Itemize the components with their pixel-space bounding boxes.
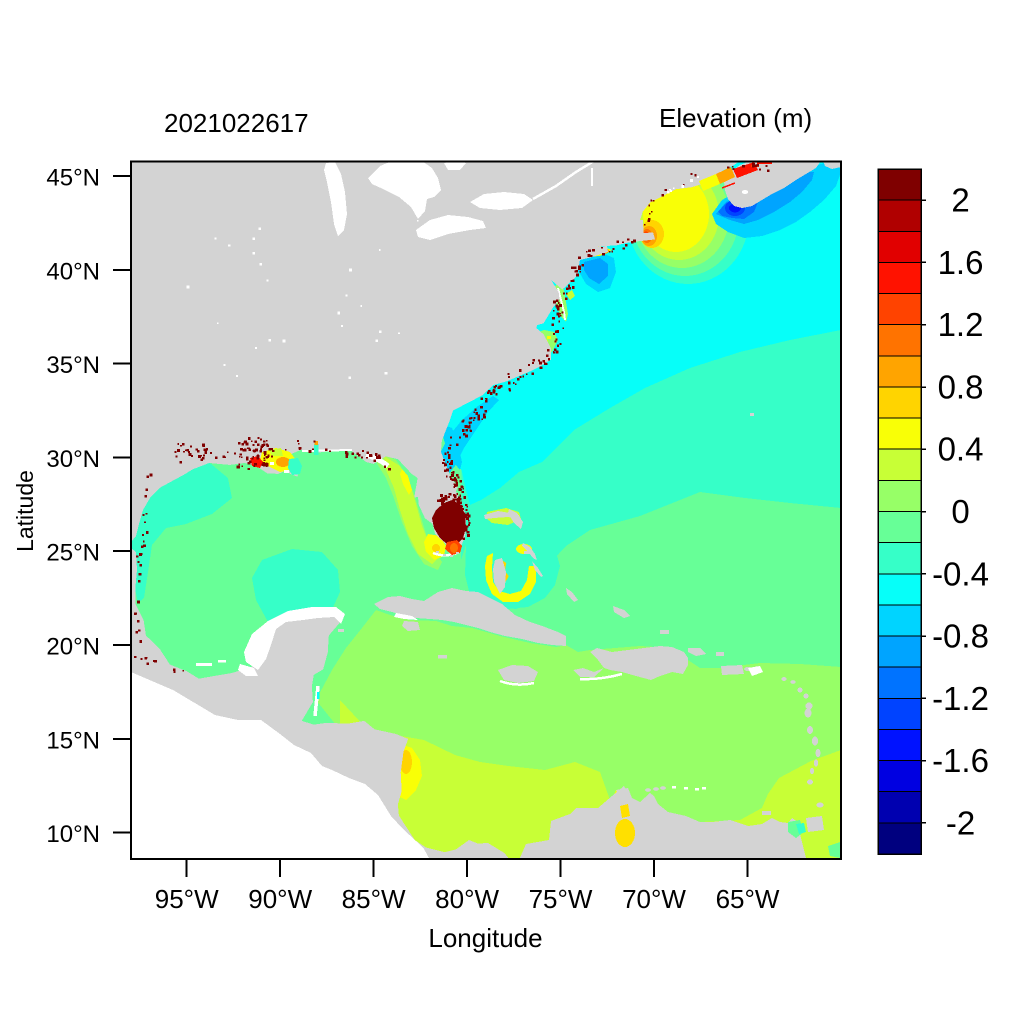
svg-text:2021022617: 2021022617	[164, 108, 309, 138]
svg-text:-0.8: -0.8	[932, 618, 989, 655]
svg-text:10°N: 10°N	[46, 821, 100, 848]
svg-text:-0.4: -0.4	[932, 555, 989, 592]
svg-text:30°N: 30°N	[46, 446, 100, 473]
svg-text:25°N: 25°N	[46, 540, 100, 567]
svg-text:0.4: 0.4	[938, 431, 984, 468]
svg-text:20°N: 20°N	[46, 634, 100, 661]
svg-text:-2: -2	[946, 804, 975, 841]
svg-text:70°W: 70°W	[622, 884, 686, 914]
svg-text:0: 0	[951, 493, 969, 530]
svg-text:-1.6: -1.6	[932, 742, 989, 779]
svg-text:80°W: 80°W	[435, 884, 499, 914]
svg-text:1.6: 1.6	[938, 244, 984, 281]
svg-text:40°N: 40°N	[46, 258, 100, 285]
svg-text:95°W: 95°W	[155, 884, 219, 914]
svg-text:65°W: 65°W	[716, 884, 780, 914]
svg-text:1.2: 1.2	[938, 306, 984, 343]
svg-text:2: 2	[951, 182, 969, 219]
svg-text:35°N: 35°N	[46, 352, 100, 379]
svg-text:15°N: 15°N	[46, 727, 100, 754]
svg-text:-1.2: -1.2	[932, 680, 989, 717]
svg-text:Elevation (m): Elevation (m)	[659, 103, 812, 133]
svg-text:75°W: 75°W	[529, 884, 593, 914]
svg-text:45°N: 45°N	[46, 165, 100, 192]
svg-text:Latitude: Latitude	[12, 470, 38, 552]
svg-text:0.8: 0.8	[938, 369, 984, 406]
svg-text:85°W: 85°W	[342, 884, 406, 914]
svg-text:Longitude: Longitude	[428, 923, 542, 953]
svg-text:90°W: 90°W	[248, 884, 312, 914]
